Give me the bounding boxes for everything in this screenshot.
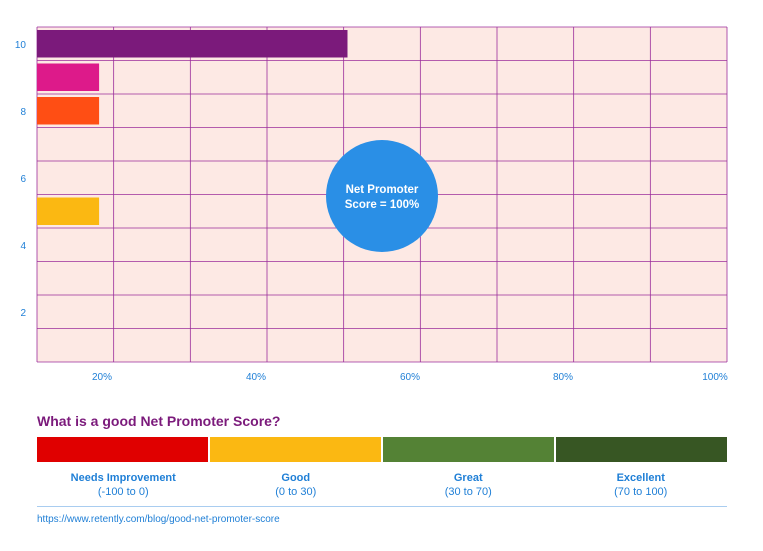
scale-segment-good	[210, 437, 381, 462]
scale-segment-needs-improvement	[37, 437, 208, 462]
category-range: (30 to 70)	[444, 486, 492, 498]
scale-label-excellent: Excellent (70 to 100)	[555, 471, 728, 499]
y-axis-ticks: 10 8 6 4 2	[15, 40, 27, 319]
y-tick-label: 10	[15, 40, 27, 51]
y-tick-label: 8	[20, 107, 26, 118]
category-name: Excellent	[616, 472, 665, 484]
nps-scale-bar	[37, 437, 727, 462]
source-link[interactable]: https://www.retently.com/blog/good-net-p…	[37, 514, 280, 525]
divider-line	[37, 506, 727, 507]
x-tick-label: 60%	[400, 372, 420, 383]
bars-group	[37, 30, 348, 225]
x-tick-label: 40%	[246, 372, 266, 383]
category-range: (0 to 30)	[275, 486, 317, 498]
category-name: Good	[281, 472, 311, 484]
x-tick-label: 100%	[702, 372, 728, 383]
y-tick-label: 2	[20, 308, 26, 319]
scale-segment-great	[383, 437, 554, 462]
scale-label-needs-improvement: Needs Improvement (-100 to 0)	[37, 471, 210, 499]
x-axis-ticks: 20% 40% 60% 80% 100%	[92, 372, 728, 383]
category-range: (-100 to 0)	[97, 486, 149, 498]
nps-scale-labels: Needs Improvement (-100 to 0) Good (0 to…	[37, 471, 727, 499]
bar-score-8	[37, 97, 100, 125]
x-tick-label: 80%	[553, 372, 573, 383]
y-tick-label: 4	[20, 241, 26, 252]
category-name: Needs Improvement	[70, 472, 176, 484]
nps-annotation-circle	[326, 140, 438, 252]
bar-score-9	[37, 63, 100, 91]
bar-score-10	[37, 30, 348, 58]
nps-section-title: What is a good Net Promoter Score?	[37, 413, 281, 429]
category-name: Great	[453, 472, 483, 484]
category-range: (70 to 100)	[614, 486, 668, 498]
nps-annotation-line-1: Net Promoter	[346, 184, 419, 196]
scale-label-good: Good (0 to 30)	[210, 471, 383, 499]
nps-bar-chart: 10 8 6 4 2 20% 40% 60% 80% 100% Net Promoter Sco…	[15, 26, 728, 383]
scale-label-great: Great (30 to 70)	[382, 471, 555, 499]
x-tick-label: 20%	[92, 372, 112, 383]
y-tick-label: 6	[20, 174, 26, 185]
nps-annotation-line-2: Score = 100%	[345, 199, 419, 211]
bar-score-5	[37, 197, 100, 225]
scale-segment-excellent	[556, 437, 727, 462]
